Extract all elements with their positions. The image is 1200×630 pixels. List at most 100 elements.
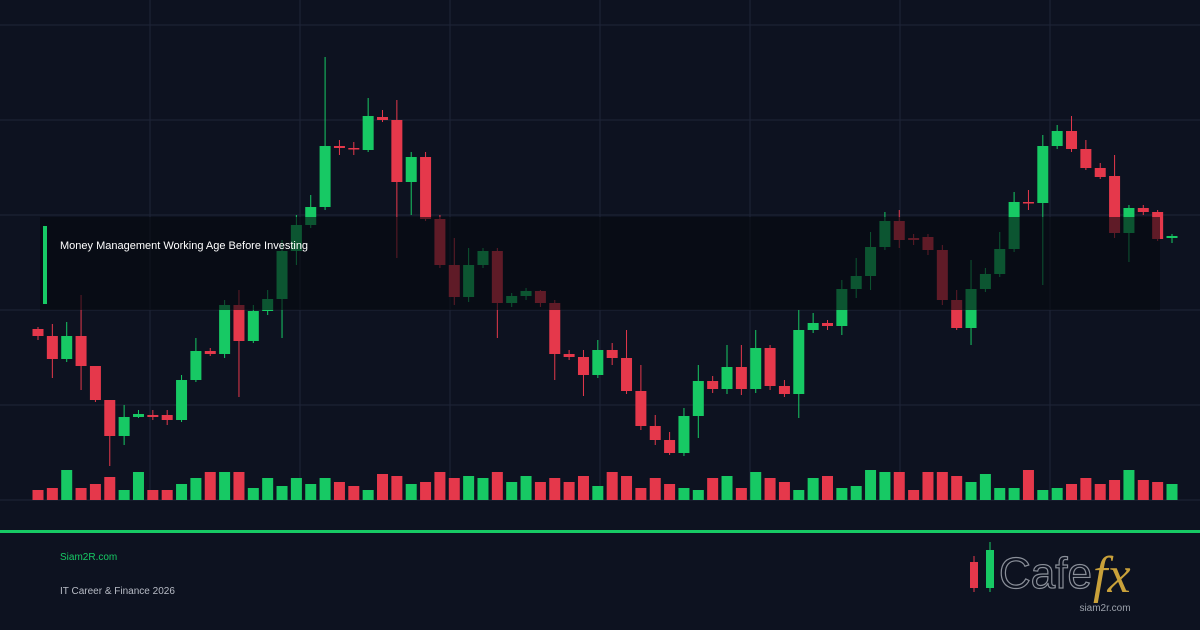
volume-bar [233,472,245,500]
volume-bar [348,486,360,500]
volume-bar [563,482,575,500]
candle-body [204,351,216,354]
volume-bar [592,486,604,500]
volume-bar [46,488,58,500]
candle-body [333,146,345,148]
volume-bar [362,490,374,500]
candle-body [362,116,374,150]
volume-bar [405,484,417,500]
volume-bar [391,476,403,500]
candle-body [1022,202,1034,204]
logo-candle [986,550,994,588]
candle-body [592,350,604,375]
volume-bar [678,488,690,500]
volume-bar [204,472,216,500]
volume-bar [735,488,747,500]
volume-bar [161,490,173,500]
volume-bar [176,484,188,500]
candle-body [377,117,389,120]
candle-body [1080,149,1092,168]
volume-bar [965,482,977,500]
volume-bar [721,476,733,500]
volume-bar [75,488,87,500]
candle-body [118,417,130,436]
volume-bar [908,490,920,500]
volume-bar [132,472,144,500]
candle-body [1066,131,1078,149]
candle-body [348,148,360,150]
volume-bar [219,472,231,500]
volume-bar [491,472,503,500]
candle-body [721,367,733,389]
candle-body [1051,131,1063,146]
volume-bar [994,488,1006,500]
volume-bar [506,482,518,500]
volume-bar [1051,488,1063,500]
candle-body [46,336,58,359]
volume-bar [247,488,259,500]
volume-bar [434,472,446,500]
volume-bar [32,490,44,500]
volume-bar [1094,484,1106,500]
volume-bar [305,484,317,500]
volume-bar [534,482,546,500]
candle-body [821,323,833,326]
volume-bar [922,472,934,500]
candle-body [778,386,790,394]
site-name: Siam2R.com [60,552,117,563]
candle-body [61,336,73,359]
volume-bar [89,484,101,500]
candle-body [190,351,202,380]
volume-bar [793,490,805,500]
volume-bar [577,476,589,500]
volume-bar [477,478,489,500]
candle-body [807,323,819,330]
candle-body [678,416,690,453]
volume-bar [865,470,877,500]
candle-body [606,350,618,358]
volume-bar [1022,470,1034,500]
candle-body [635,391,647,426]
volume-bar [1166,484,1178,500]
volume-bar [1152,482,1164,500]
candle-body [563,354,575,357]
volume-bar [118,490,130,500]
candle-body [305,207,317,225]
volume-bar [319,478,331,500]
candle-body [764,348,776,386]
volume-bar [290,478,302,500]
title-panel [40,217,1160,310]
candle-body [951,300,963,328]
chart-title: Money Management Working Age Before Inve… [60,240,308,252]
volume-bar [520,476,532,500]
candle-body [649,426,661,440]
logo-accent: fx [1093,547,1131,604]
candle-body [233,305,245,341]
volume-bar [276,486,288,500]
candle-body [219,305,231,354]
volume-bar [879,472,891,500]
volume-bar [1037,490,1049,500]
candle-body [1094,168,1106,177]
volume-bar [104,477,116,500]
candle-body [577,357,589,375]
candle-body [664,440,676,453]
volume-bar [448,478,460,500]
volume-bar [951,476,963,500]
volume-bar [1137,480,1149,500]
candle-body [405,157,417,182]
tagline: IT Career & Finance 2026 [60,586,175,597]
volume-bar [707,478,719,500]
volume-bar [893,472,905,500]
candle-body [692,381,704,416]
volume-bar [936,472,948,500]
volume-bar [664,484,676,500]
volume-bar [1066,484,1078,500]
volume-bar [377,474,389,500]
candle-body [1137,208,1149,212]
volume-bar [649,478,661,500]
volume-bar [1008,488,1020,500]
volume-bar [190,478,202,500]
volume-bar [635,488,647,500]
volume-bar [750,472,762,500]
